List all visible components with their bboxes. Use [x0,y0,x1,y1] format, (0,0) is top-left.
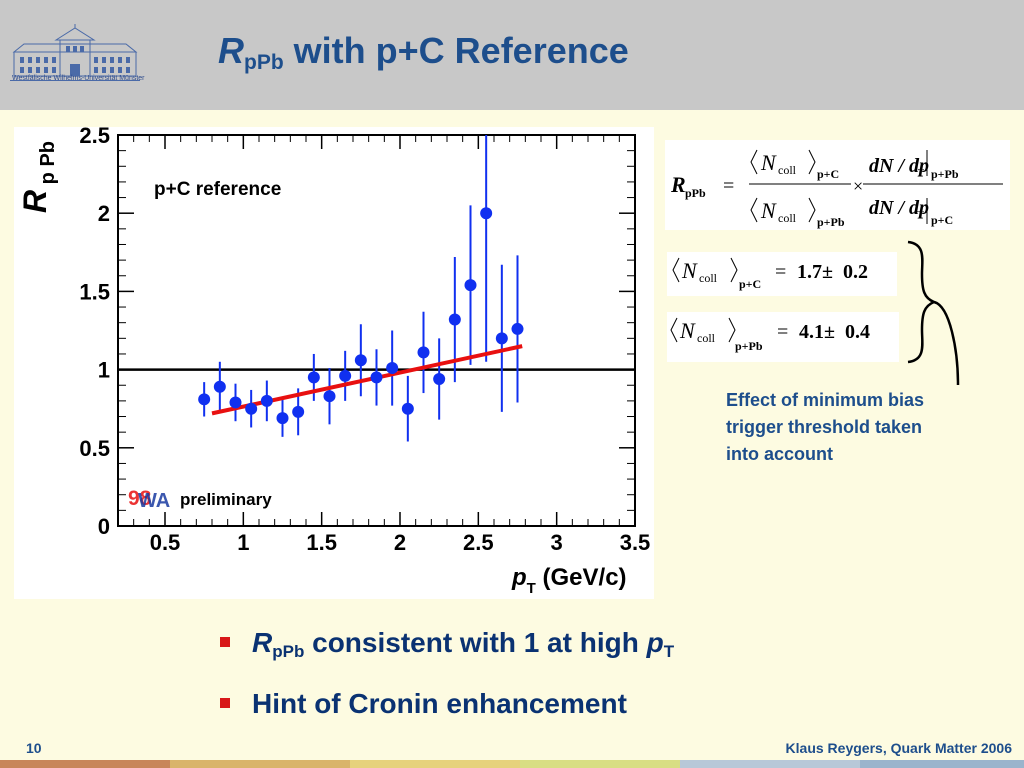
slide-title: RpPb with p+C Reference [218,30,629,75]
legend-label: p+C reference [154,179,281,200]
ppb-value: 4.1± 0.4 [799,321,870,343]
formula-ratio-den: dN / dp [869,197,929,219]
x-tick-label: 2 [394,530,406,555]
data-point [448,313,461,326]
pc-sub: p+C [739,277,761,291]
bullet-text: consistent with 1 at high [304,627,647,658]
data-point [292,405,305,418]
formula-den-sub: p+Pb [817,215,845,229]
bullet-r: R [252,627,273,658]
ppb-n: N [679,318,696,343]
data-point [433,372,446,385]
pc-eq: = [775,261,786,283]
y-axis-label: R p Pb [17,141,59,213]
ppb-sub: p+Pb [735,339,763,353]
wa98-logo-digits: 98 [128,487,152,510]
bullet-cronin: Hint of Cronin enhancement [220,688,627,728]
footer-stripe [0,760,1024,768]
pc-value: 1.7± 0.2 [797,261,868,283]
bullet-r-sub: pPb [272,642,305,661]
university-name: Westfälische Wilhelms-Universität Münste… [12,75,145,82]
page-number: 10 [26,740,42,756]
title-r: R [218,30,244,71]
title-rest: with p+C Reference [283,30,629,71]
y-tick-label: 1 [98,358,110,383]
data-point [276,412,289,425]
bullet-consistent: RpPb consistent with 1 at high pT [220,627,674,667]
formula-times: × [853,176,863,196]
data-point [323,390,336,403]
formula-den-coll: coll [778,211,797,225]
data-point [213,380,226,393]
data-point [307,371,320,384]
data-point [260,394,273,407]
y-tick-label: 1.5 [79,279,110,304]
ppb-eq: = [777,321,788,343]
plot-frame [117,134,636,527]
formula-lhs-sub: pPb [685,186,706,200]
ncoll-pc-formula: N coll p+C = 1.7± 0.2 [667,252,897,296]
formula-ratio-num-sub: p+Pb [931,167,959,181]
x-tick-label: 3.5 [620,530,651,555]
formula-ratio-num-t: T [917,167,924,179]
formula-lhs: R [670,172,686,197]
data-point [339,369,352,382]
data-point [229,396,242,409]
formula-num-sub: p+C [817,167,839,181]
x-tick-label: 3 [551,530,563,555]
formula-ratio-num: dN / dp [869,155,929,177]
formula-num-n: N [760,150,777,175]
trigger-threshold-note: Effect of minimum bias trigger threshold… [726,390,925,464]
data-point [370,371,383,384]
preliminary-label: preliminary [180,490,272,509]
data-point [245,402,258,415]
wa98-logo-letters: WA [138,490,170,512]
curly-brace [907,240,960,386]
plot-panel: 0.5 1 1.5 2 2.5 3 3.5 0 0.5 1 1.5 2 2.5 p+C reference… [14,127,654,599]
rppb-formula: R pPb = N coll p+C N coll p+Pb × dN / dp… [665,140,1010,230]
university-building-logo [10,24,140,81]
bullet-square-icon [220,637,230,647]
x-tick-label: 1 [237,530,249,555]
formula-num-coll: coll [778,163,797,177]
x-tick-label: 2.5 [463,530,494,555]
data-point [401,402,414,415]
y-tick-label: 0 [98,514,110,539]
formula-ratio-den-t: T [917,209,924,221]
data-point [495,332,508,345]
bullet-square-icon [220,698,230,708]
data-point [198,393,211,406]
y-tick-label: 2.5 [79,127,110,148]
pc-n: N [681,258,698,283]
data-point [417,346,430,359]
title-sub: pPb [244,51,284,74]
x-tick-label: 0.5 [150,530,181,555]
formula-den-n: N [760,198,777,223]
y-tick-label: 2 [98,201,110,226]
bullet-p-sub: T [663,642,675,661]
data-point [464,279,477,292]
y-tick-label: 0.5 [79,436,110,461]
ppb-coll: coll [697,331,716,345]
bullet-text: Hint of Cronin enhancement [252,688,627,719]
data-point [386,362,399,375]
bullet-p: p [646,627,664,658]
formula-eq: = [723,175,734,197]
data-point [480,207,493,220]
pc-coll: coll [699,271,718,285]
fit-line [211,344,523,416]
data-point [354,354,367,367]
formula-ratio-den-sub: p+C [931,213,953,227]
rppb-chart: 0.5 1 1.5 2 2.5 3 3.5 0 0.5 1 1.5 2 2.5 p+C reference… [17,127,651,597]
x-tick-label: 1.5 [306,530,337,555]
ncoll-ppb-formula: N coll p+Pb = 4.1± 0.4 [667,312,899,362]
x-axis-label: pT (GeV/c) [511,564,627,597]
data-point [511,322,524,335]
footer-credit: Klaus Reygers, Quark Matter 2006 [785,740,1012,756]
slide-header: Westfälische Wilhelms-Universität Münste… [0,0,1024,110]
